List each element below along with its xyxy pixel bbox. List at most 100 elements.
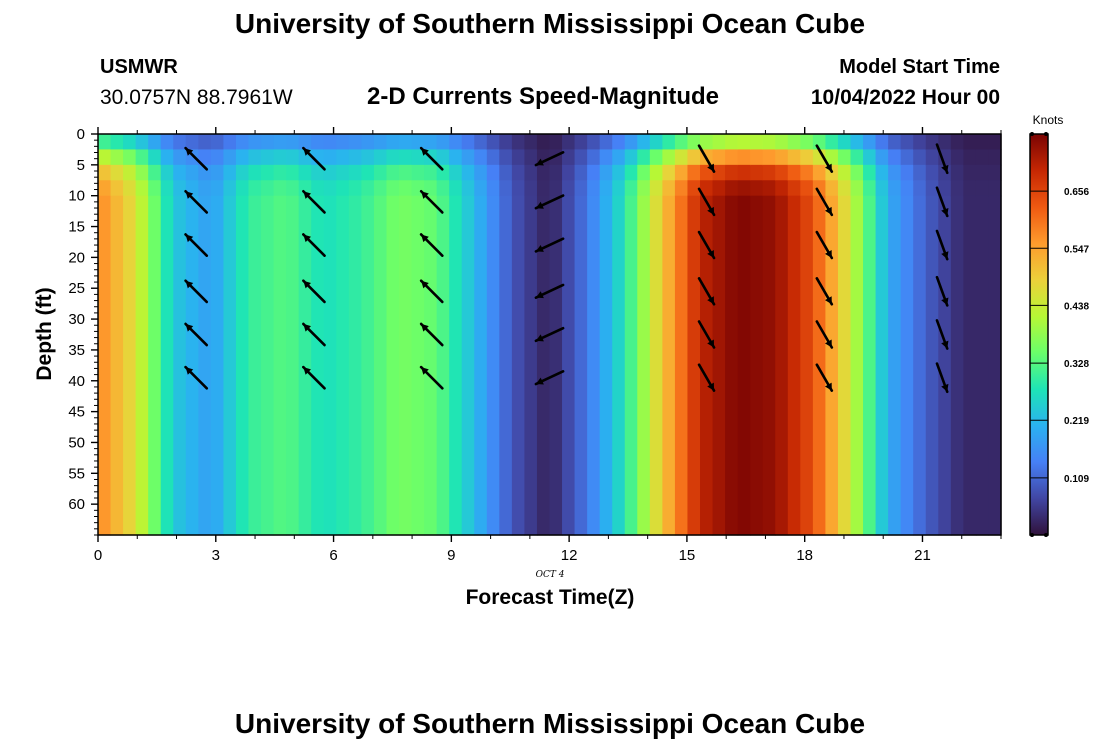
colorbar-tick-label: 0.109 [1064,474,1089,485]
heatmap-cell [148,195,162,536]
y-tick-label: 15 [68,219,85,236]
y-tick: 15 [68,219,98,236]
y-tick: 40 [68,373,98,390]
heatmap-cell [198,164,212,181]
heatmap-cells [98,134,1002,536]
heatmap-cell [988,164,1002,181]
heatmap-cell [348,149,362,166]
heatmap-cell [373,149,388,166]
heatmap-cell [725,149,739,166]
heatmap-cell [261,180,275,197]
heatmap-cell [562,134,576,151]
heatmap-cell [775,164,789,181]
heatmap-cell [800,195,814,536]
current-vector [935,229,949,261]
heatmap-cell [399,195,413,536]
heatmap-cell [900,149,914,166]
heatmap-cell [160,134,174,151]
heatmap-cell [311,134,325,151]
y-tick: 35 [68,342,98,359]
heatmap-cell [612,149,626,166]
heatmap-cell [461,195,475,536]
y-tick-label: 25 [68,280,85,297]
heatmap-cell [499,180,513,197]
heatmap-cell [436,149,450,166]
heatmap-cell [486,134,500,151]
heatmap-cell [386,180,400,197]
heatmap-cell [323,164,337,181]
heatmap-cell [135,149,149,166]
heatmap-cell [863,164,877,181]
heatmap-cell [674,149,689,166]
heatmap-cell [424,164,438,181]
heatmap-cell [323,180,337,197]
current-vector [184,279,209,304]
heatmap-cell [273,134,287,151]
chart-title: University of Southern Mississippi Ocean… [234,8,866,39]
heatmap-cell [386,164,400,181]
x-tick-label: 6 [329,547,337,564]
heatmap-cell [963,134,977,151]
current-vector [815,363,834,392]
heatmap-cell [311,149,325,166]
heatmap-cell [574,134,588,151]
heatmap-cell [248,164,262,181]
x-tick-label: 3 [212,547,220,564]
x-tick: 3 [212,127,220,564]
heatmap-cell [988,149,1002,166]
current-vector [534,151,565,167]
current-vector [815,230,834,260]
current-vector [419,189,444,214]
heatmap-cell [486,164,500,181]
heatmap-cell [235,164,250,181]
y-tick: 20 [68,249,98,266]
heatmap-cell [148,134,162,151]
heatmap-cell [662,149,676,166]
heatmap-cell [248,195,262,536]
heatmap-cell [800,149,814,166]
y-tick-label: 10 [68,188,85,205]
current-vector [697,363,716,392]
heatmap-cell [649,164,663,181]
heatmap-cell [574,180,588,197]
current-vector [935,143,949,175]
heatmap-cell [549,164,563,181]
heatmap-cell [399,149,413,166]
heatmap-cell [712,164,726,181]
y-tick: 5 [77,157,98,174]
heatmap-cell [587,149,601,166]
heatmap-cell [787,149,801,166]
heatmap-cell [562,164,576,181]
heatmap-cell [825,149,839,166]
heatmap-cell [361,180,375,197]
heatmap-cell [775,195,789,536]
heatmap-cell [587,195,601,536]
current-vector [419,279,444,304]
heatmap-cell [725,195,739,536]
current-vector [935,319,949,350]
colorbar-end-marker [1044,132,1048,136]
heatmap-cell [386,195,400,536]
heatmap-cell [725,180,739,197]
heatmap-cell [461,134,475,151]
current-vector [815,187,834,217]
current-vector [697,144,716,173]
heatmap-cell [712,134,726,151]
heatmap-cell [938,164,952,181]
heatmap-cell [950,149,964,166]
heatmap-cell [386,149,400,166]
current-vector [534,283,565,299]
heatmap-cell [210,180,225,197]
heatmap-cell [336,149,350,166]
heatmap-cell [850,180,864,197]
heatmap-cell [812,195,827,536]
heatmap-cell [938,134,952,151]
heatmap-cell [198,149,212,166]
heatmap-cell [536,195,551,536]
heatmap-cell [298,164,312,181]
heatmap-cell [963,195,977,536]
heatmap-cell [624,134,638,151]
heatmap-cell [361,149,375,166]
heatmap-cell [286,180,300,197]
heatmap-cell [737,180,751,197]
